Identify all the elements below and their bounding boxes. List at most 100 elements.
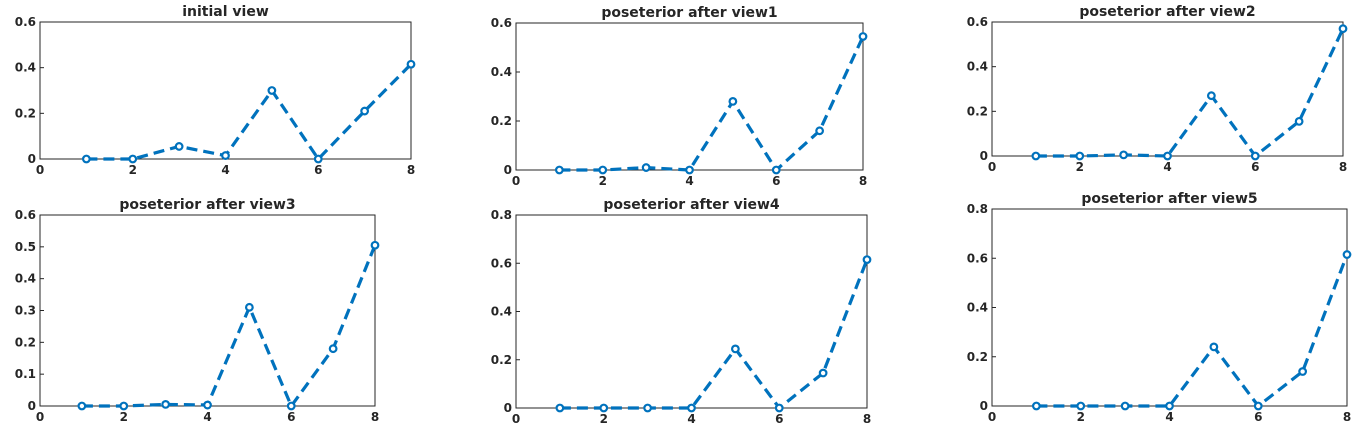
data-point xyxy=(1338,24,1348,34)
y-tick-label: 0.5 xyxy=(15,240,36,254)
x-tick-label: 0 xyxy=(512,174,520,188)
chart-title: poseterior after view2 xyxy=(1079,4,1255,20)
x-tick-label: 8 xyxy=(1339,160,1347,174)
x-tick-label: 8 xyxy=(1343,410,1351,424)
axes-box xyxy=(39,214,376,407)
x-tick-label: 4 xyxy=(1163,160,1171,174)
x-tick-label: 2 xyxy=(129,163,137,177)
y-tick-label: 0 xyxy=(504,163,512,177)
x-tick-label: 8 xyxy=(407,163,415,177)
data-point xyxy=(598,165,608,175)
x-tick-label: 2 xyxy=(1077,410,1085,424)
x-tick-label: 6 xyxy=(775,412,783,426)
x-tick-label: 2 xyxy=(600,412,608,426)
x-tick-label: 4 xyxy=(203,410,211,424)
y-tick-label: 0.8 xyxy=(491,208,512,222)
data-point xyxy=(174,142,184,151)
data-point xyxy=(360,106,370,116)
data-point xyxy=(406,59,416,69)
data-point xyxy=(730,344,740,354)
data-point xyxy=(554,165,564,175)
data-point xyxy=(641,163,651,172)
data-point xyxy=(1294,116,1304,126)
x-tick-label: 2 xyxy=(1076,160,1084,174)
x-tick-label: 4 xyxy=(1165,410,1173,424)
series-line xyxy=(86,63,413,161)
data-point xyxy=(1163,151,1172,161)
data-point xyxy=(1119,150,1129,160)
data-point xyxy=(328,344,338,354)
y-tick-label: 0.4 xyxy=(15,61,36,75)
series-line xyxy=(81,244,377,408)
data-point xyxy=(555,403,565,413)
data-point xyxy=(1206,91,1216,101)
data-point xyxy=(161,400,171,409)
data-point xyxy=(128,154,138,164)
y-tick-label: 0.8 xyxy=(967,202,988,216)
y-tick-label: 0.2 xyxy=(491,114,512,128)
data-point xyxy=(244,302,254,312)
y-tick-label: 0.2 xyxy=(967,104,988,118)
y-tick-label: 0.6 xyxy=(967,251,988,265)
y-tick-label: 0.6 xyxy=(491,256,512,270)
data-point xyxy=(286,401,296,411)
data-point xyxy=(728,96,738,106)
data-point xyxy=(1250,151,1260,161)
data-point xyxy=(862,255,872,265)
data-point xyxy=(221,151,230,160)
y-tick-label: 0.6 xyxy=(15,208,36,222)
y-tick-label: 0.2 xyxy=(967,350,988,364)
subplot-1: initial view 0 2 4 6 8 0 0.2 0.4 0.6 xyxy=(15,4,416,177)
axes-box xyxy=(39,21,412,160)
x-tick-label: 4 xyxy=(685,174,693,188)
y-tick-label: 0 xyxy=(28,399,36,413)
x-tick-label: 0 xyxy=(988,160,996,174)
axes-box xyxy=(515,22,864,171)
y-tick-label: 0.2 xyxy=(491,353,512,367)
series-line xyxy=(1035,28,1345,158)
data-point xyxy=(599,403,609,413)
x-tick-label: 0 xyxy=(988,410,996,424)
chart-title: poseterior after view4 xyxy=(603,197,780,213)
x-tick-label: 4 xyxy=(687,412,695,426)
y-tick-label: 0.6 xyxy=(15,15,36,29)
y-tick-label: 0.6 xyxy=(491,16,512,30)
chart-title: poseterior after view5 xyxy=(1081,191,1257,207)
data-point xyxy=(77,401,87,411)
series-line xyxy=(559,35,865,172)
x-tick-label: 8 xyxy=(859,174,867,188)
x-tick-label: 8 xyxy=(863,412,871,426)
data-point xyxy=(1031,401,1041,411)
chart-title: poseterior after view3 xyxy=(119,197,295,213)
data-point xyxy=(81,154,91,164)
data-point xyxy=(815,126,825,136)
x-tick-label: 0 xyxy=(36,163,44,177)
chart-title: initial view xyxy=(182,4,269,20)
x-tick-label: 6 xyxy=(1254,410,1262,424)
x-tick-label: 2 xyxy=(599,174,607,188)
data-point xyxy=(370,240,380,250)
x-tick-label: 0 xyxy=(36,410,44,424)
data-point xyxy=(685,165,694,175)
data-point xyxy=(267,86,277,95)
data-point xyxy=(1209,342,1219,352)
x-tick-label: 8 xyxy=(371,410,379,424)
y-tick-label: 0.4 xyxy=(967,301,988,315)
data-point xyxy=(1298,367,1308,376)
y-tick-label: 0 xyxy=(980,149,988,163)
data-point xyxy=(858,32,868,41)
y-tick-label: 0.2 xyxy=(15,106,36,120)
series-line xyxy=(559,259,869,410)
x-tick-label: 6 xyxy=(1251,160,1259,174)
data-point xyxy=(313,154,323,164)
series-line xyxy=(1036,254,1349,408)
y-tick-label: 0.3 xyxy=(15,304,36,318)
x-tick-label: 2 xyxy=(120,410,128,424)
data-point xyxy=(1031,151,1041,161)
data-point xyxy=(1076,401,1086,411)
y-tick-label: 0.4 xyxy=(967,60,988,74)
data-point xyxy=(1342,250,1352,259)
y-tick-label: 0.2 xyxy=(15,335,36,349)
data-point xyxy=(818,368,828,378)
x-tick-label: 6 xyxy=(314,163,322,177)
